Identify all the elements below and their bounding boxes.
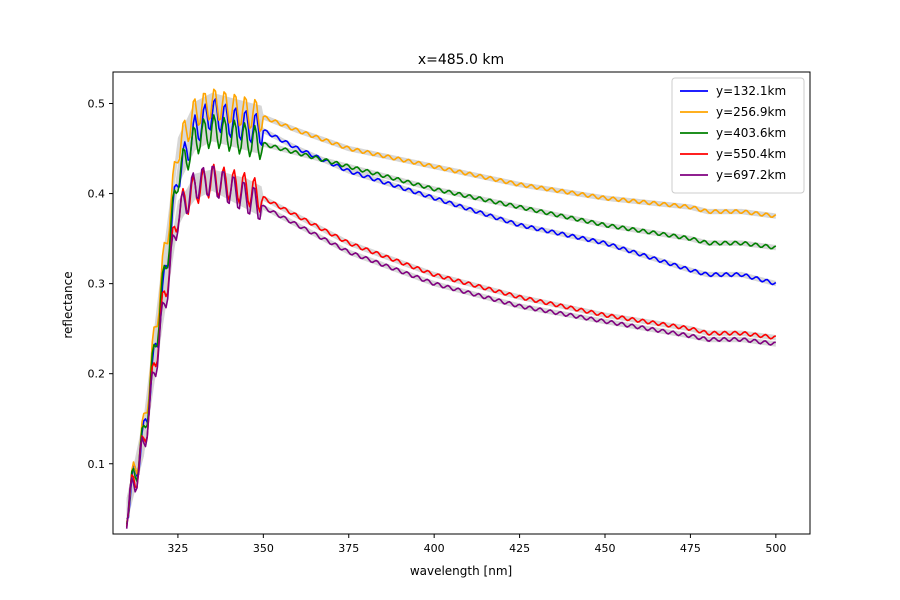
plot-area-frame [112, 71, 811, 535]
y-tick-label: 0.4 [88, 188, 106, 201]
x-tick-label: 375 [338, 542, 359, 555]
chart-title: x=485.0 km [418, 52, 504, 68]
uncertainty-band-2 [126, 92, 776, 520]
x-tick-label: 500 [765, 542, 786, 555]
series-line-1 [126, 98, 777, 520]
legend-entry: y=132.1km [716, 84, 786, 98]
y-tick-label: 0.3 [88, 278, 106, 291]
series-line-4 [125, 163, 777, 527]
y-tick-label: 0.5 [88, 98, 106, 111]
x-tick-label: 450 [595, 542, 616, 555]
series-lines [125, 88, 777, 529]
x-tick-label: 325 [167, 542, 188, 555]
legend-entry: y=403.6km [716, 126, 786, 140]
uncertainty-band-5 [126, 169, 776, 525]
y-tick-label: 0.2 [88, 368, 106, 381]
x-tick-label: 425 [509, 542, 530, 555]
x-axis-ticks: 325 350 375 400 425 450 475 500 [167, 534, 786, 555]
x-tick-label: 400 [424, 542, 445, 555]
series-line-5 [125, 165, 776, 529]
y-axis-label: reflectance [61, 271, 75, 338]
legend-entry: y=697.2km [716, 168, 786, 182]
series-line-2 [125, 88, 777, 523]
legend-entry: y=256.9km [716, 105, 786, 119]
series-line-3 [125, 114, 777, 525]
x-tick-label: 475 [680, 542, 701, 555]
x-axis-label: wavelength [nm] [410, 564, 512, 578]
legend-entry: y=550.4km [716, 147, 786, 161]
legend: y=132.1km y=256.9km y=403.6km y=550.4km y=69… [671, 77, 805, 194]
y-tick-label: 0.1 [88, 458, 106, 471]
uncertainty-band-4 [126, 169, 776, 522]
legend-box [671, 77, 805, 194]
y-axis-ticks: 0.1 0.2 0.3 0.4 0.5 [88, 98, 113, 471]
x-tick-label: 350 [253, 542, 274, 555]
